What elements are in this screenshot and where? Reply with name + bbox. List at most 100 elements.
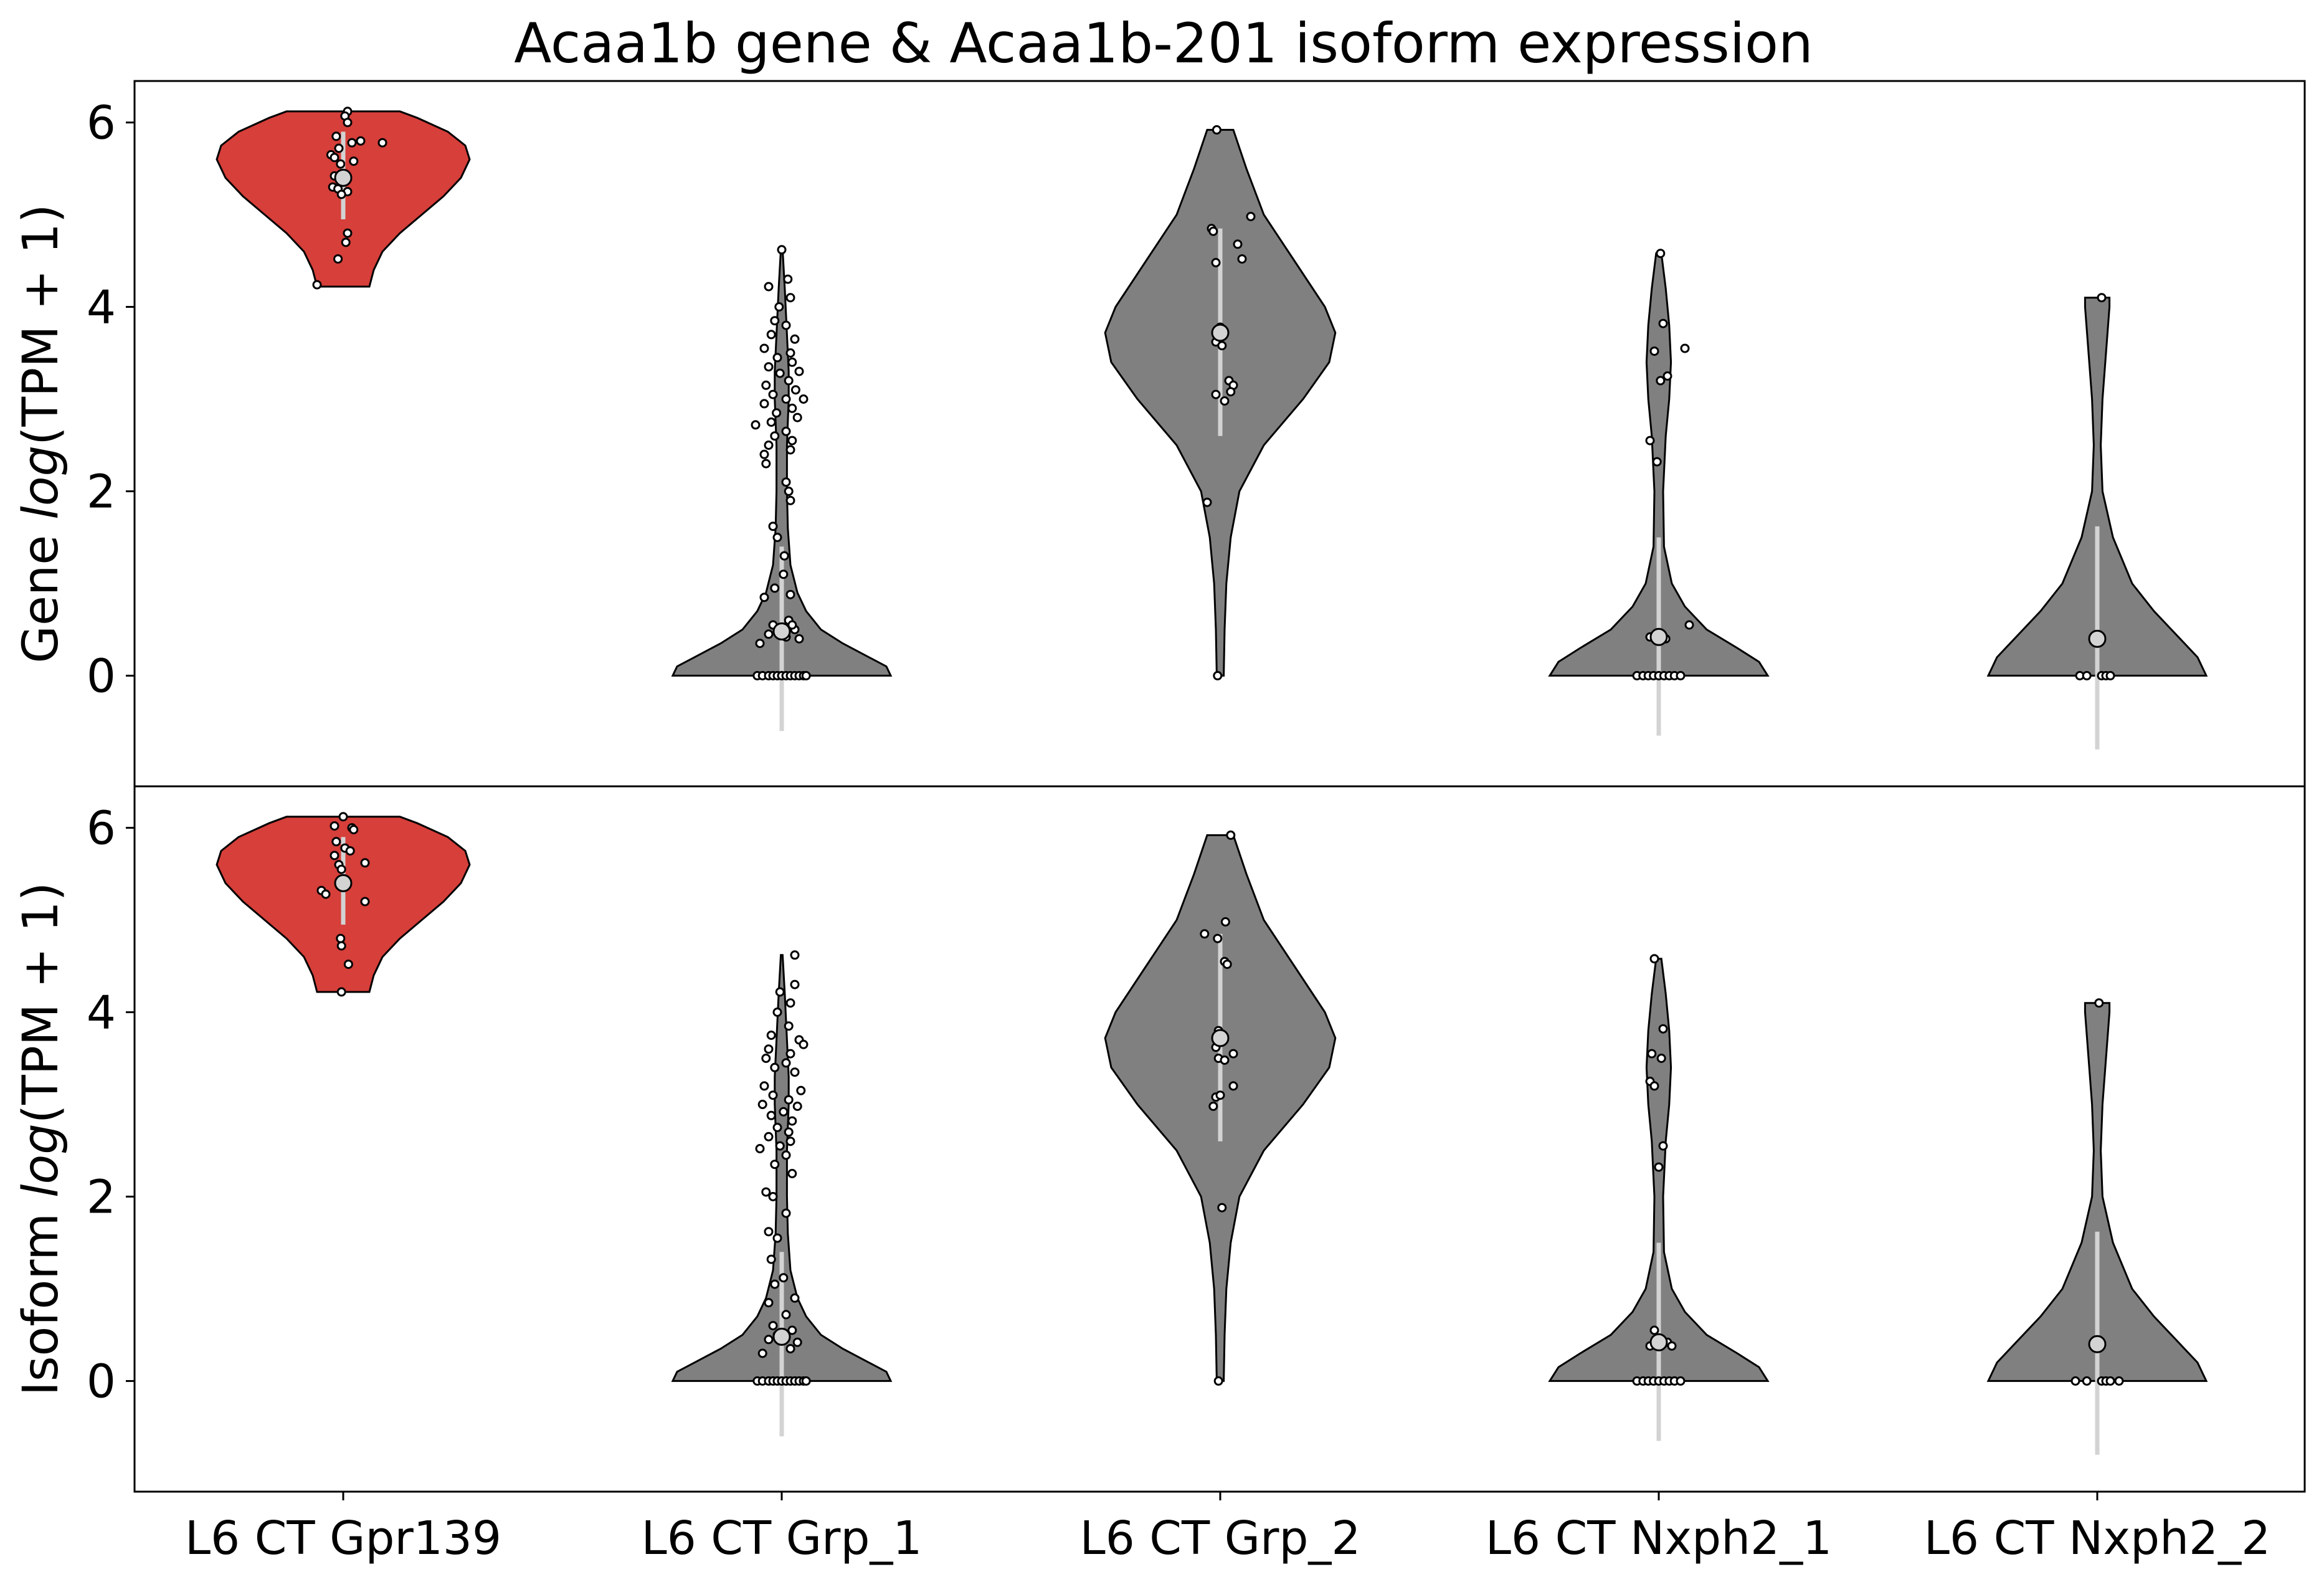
- y-axis-label: Gene log(TPM + 1): [13, 204, 69, 664]
- data-point: [2097, 293, 2107, 303]
- data-point: [766, 417, 776, 427]
- data-point: [784, 1095, 794, 1105]
- data-point: [377, 138, 387, 148]
- data-point: [792, 1337, 802, 1347]
- data-point: [781, 1310, 791, 1320]
- data-point: [759, 593, 769, 603]
- data-point: [1208, 1102, 1218, 1111]
- y-tick-label: 0: [87, 649, 116, 703]
- data-point: [781, 426, 791, 436]
- data-point: [784, 376, 794, 386]
- data-point: [1658, 1024, 1668, 1034]
- data-point: [790, 979, 800, 989]
- y-axis-label-func: log: [13, 1123, 69, 1198]
- y-axis-label: Isoform log(TPM + 1): [13, 882, 69, 1396]
- data-point: [341, 237, 351, 247]
- data-point: [764, 1044, 774, 1054]
- y-tick-label: 2: [87, 465, 116, 518]
- data-point: [1217, 341, 1227, 351]
- panel-gene: 0 2 4 6 Gene log(TPM + 1): [13, 80, 2306, 788]
- data-point: [1649, 1325, 1659, 1335]
- data-point: [787, 403, 797, 413]
- median-marker: [1649, 1333, 1668, 1351]
- median-marker: [772, 622, 791, 641]
- data-point: [1220, 1055, 1230, 1065]
- data-point: [1246, 212, 1256, 221]
- data-point: [787, 1116, 797, 1126]
- data-point: [781, 320, 791, 330]
- median-marker: [1211, 1029, 1230, 1047]
- violin-group: [1548, 954, 1770, 1441]
- violin-group: [216, 107, 471, 290]
- data-point: [1233, 239, 1243, 249]
- data-point: [343, 118, 353, 128]
- data-point: [790, 1293, 800, 1303]
- data-point: [336, 941, 346, 951]
- violin-group: [1104, 830, 1337, 1386]
- data-point: [343, 228, 353, 238]
- data-point: [338, 812, 348, 822]
- x-tick-label: L6 CT Grp_1: [641, 1512, 922, 1565]
- violin-body: [1986, 1002, 2208, 1382]
- data-point: [785, 998, 795, 1008]
- data-point: [779, 1107, 789, 1117]
- data-point: [1649, 954, 1659, 964]
- y-axis-label-func: log: [13, 446, 69, 520]
- data-point: [799, 1039, 809, 1049]
- data-point: [764, 1335, 774, 1345]
- y-axis-label-prefix: Isoform: [13, 1198, 69, 1396]
- y-tick-label: 4: [87, 281, 116, 335]
- data-point: [785, 589, 795, 599]
- panel-isoform: 0 2 4 6 Isoform log(TPM + 1): [13, 785, 2306, 1493]
- data-point: [2070, 1376, 2080, 1386]
- data-point: [2114, 1376, 2124, 1386]
- data-point: [772, 1008, 782, 1017]
- data-point: [1676, 670, 1686, 680]
- data-point: [781, 1150, 791, 1160]
- data-point: [766, 1031, 776, 1040]
- data-point: [1654, 1162, 1664, 1172]
- data-point: [764, 629, 774, 639]
- data-point: [781, 1208, 791, 1218]
- x-axis: L6 CT Gpr139 L6 CT Grp_1 L6 CT Grp_2 L6 CT …: [185, 1492, 2270, 1565]
- data-point: [321, 889, 331, 899]
- data-point: [770, 316, 780, 326]
- data-point: [794, 366, 804, 376]
- data-point: [770, 1062, 780, 1072]
- data-point: [775, 987, 785, 997]
- data-point: [1200, 929, 1210, 939]
- data-point: [1662, 371, 1672, 381]
- data-point: [792, 1102, 802, 1111]
- data-point: [785, 1136, 795, 1146]
- data-point: [360, 858, 370, 868]
- data-point: [1211, 389, 1221, 399]
- data-point: [784, 1127, 794, 1137]
- y-axis-label-arg: (TPM + 1): [13, 882, 69, 1123]
- data-point: [1684, 620, 1694, 630]
- violin-group: [671, 245, 893, 731]
- data-point: [779, 551, 789, 561]
- data-point: [785, 495, 795, 505]
- x-tick-label: L6 CT Gpr139: [185, 1512, 501, 1565]
- data-point: [1212, 125, 1221, 135]
- y-tick-label: 4: [87, 986, 116, 1040]
- violin-body: [1986, 297, 2208, 677]
- data-point: [1220, 917, 1230, 927]
- data-point: [336, 864, 346, 874]
- violin-group: [1986, 998, 2208, 1455]
- data-point: [766, 330, 776, 340]
- data-point: [343, 960, 353, 970]
- data-point: [764, 1132, 774, 1141]
- data-point: [1237, 254, 1247, 264]
- data-point: [799, 394, 809, 404]
- data-point: [1652, 457, 1662, 467]
- data-point: [759, 399, 769, 409]
- data-point: [768, 1321, 778, 1331]
- data-point: [787, 1169, 797, 1178]
- data-point: [787, 357, 797, 367]
- data-point: [336, 933, 346, 943]
- data-point: [1667, 1341, 1677, 1351]
- data-point: [349, 156, 359, 166]
